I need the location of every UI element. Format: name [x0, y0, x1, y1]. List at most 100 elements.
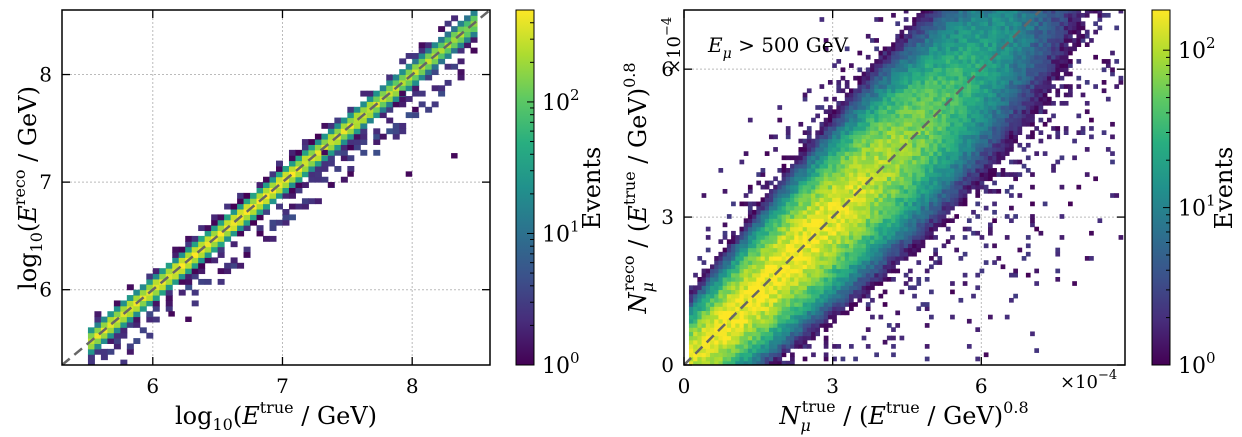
heatmap-cell — [815, 193, 821, 198]
heatmap-cell — [853, 239, 858, 244]
heatmap-cell — [874, 121, 879, 127]
heatmap-cell — [798, 285, 804, 291]
heatmap-cell — [992, 113, 997, 119]
heatmap-cell — [781, 318, 787, 324]
heatmap-cell — [983, 75, 989, 81]
heatmap-cell — [916, 29, 922, 35]
heatmap-cell — [865, 289, 871, 295]
heatmap-cell — [777, 168, 783, 173]
heatmap-cell — [412, 90, 420, 97]
heatmap-cell — [992, 12, 997, 18]
heatmap-cell — [954, 71, 960, 77]
heatmap-cell — [735, 356, 740, 362]
heatmap-cell — [992, 21, 997, 27]
heatmap-cell — [412, 74, 420, 81]
heatmap-cell — [954, 75, 960, 81]
heatmap-cell — [701, 327, 707, 332]
heatmap-cell — [773, 302, 778, 307]
heatmap-cell — [899, 188, 905, 194]
heatmap-cell — [870, 281, 875, 286]
heatmap-cell — [865, 71, 871, 77]
heatmap-cell — [882, 92, 888, 98]
heatmap-cell — [895, 50, 901, 56]
heatmap-cell — [857, 247, 863, 253]
heatmap-cell — [992, 168, 997, 173]
heatmap-cell — [760, 247, 766, 253]
heatmap-cell — [697, 285, 703, 291]
heatmap-cell — [912, 113, 917, 119]
heatmap-cell — [882, 63, 888, 68]
heatmap-cell — [844, 264, 850, 270]
heatmap-cell — [937, 134, 943, 140]
heatmap-cell — [777, 272, 783, 278]
heatmap-cell — [1017, 130, 1023, 135]
heatmap-cell — [747, 293, 753, 299]
heatmap-cell — [903, 163, 909, 169]
heatmap-cell — [1084, 10, 1090, 14]
heatmap-cell — [794, 155, 799, 161]
heatmap-cell — [697, 327, 703, 332]
heatmap-cell — [861, 184, 867, 190]
heatmap-cell — [217, 225, 225, 232]
heatmap-cell — [743, 344, 749, 349]
heatmap-cell — [288, 214, 296, 221]
heatmap-cell — [878, 230, 884, 236]
heatmap-cell — [882, 264, 888, 270]
heatmap-cell — [832, 168, 837, 173]
heatmap-cell — [827, 172, 833, 177]
heatmap-cell — [798, 306, 804, 312]
heatmap-cell — [966, 21, 972, 27]
heatmap-cell — [224, 214, 232, 221]
heatmap-cell — [743, 251, 749, 257]
heatmap-cell — [979, 29, 985, 35]
heatmap-cell — [798, 272, 804, 278]
heatmap-cell — [920, 302, 926, 307]
heatmap-cell — [929, 33, 934, 39]
heatmap-cell — [457, 42, 465, 49]
heatmap-cell — [996, 113, 1002, 119]
heatmap-cell — [425, 58, 433, 65]
heatmap-cell — [937, 214, 943, 219]
heatmap-cell — [954, 247, 960, 253]
heatmap-cell — [1017, 33, 1023, 39]
heatmap-cell — [773, 235, 778, 240]
heatmap-cell — [987, 109, 993, 115]
heatmap-cell — [773, 297, 778, 303]
heatmap-cell — [811, 218, 816, 224]
heatmap-cell — [230, 241, 238, 248]
heatmap-cell — [798, 344, 804, 349]
heatmap-cell — [832, 121, 837, 127]
heatmap-cell — [924, 138, 930, 144]
heatmap-cell — [853, 226, 858, 232]
heatmap-cell — [731, 289, 736, 295]
heatmap-cell — [929, 184, 934, 190]
heatmap-cell — [924, 88, 930, 94]
heatmap-cell — [714, 264, 719, 270]
heatmap-cell — [945, 126, 951, 131]
heatmap-cell — [752, 226, 757, 232]
heatmap-cell — [912, 214, 917, 219]
heatmap-cell — [790, 155, 795, 161]
heatmap-cell — [870, 256, 875, 261]
heatmap-cell — [1013, 130, 1018, 135]
heatmap-cell — [823, 293, 829, 299]
heatmap-cell — [907, 247, 913, 253]
heatmap-cell — [815, 209, 821, 215]
heatmap-cell — [857, 138, 863, 144]
heatmap-cell — [865, 109, 871, 115]
heatmap-cell — [941, 184, 947, 190]
heatmap-cell — [853, 264, 858, 270]
heatmap-cell — [1000, 54, 1006, 60]
heatmap-cell — [768, 285, 774, 291]
heatmap-cell — [230, 219, 238, 226]
heatmap-cell — [764, 318, 770, 324]
heatmap-cell — [1055, 17, 1061, 22]
heatmap-cell — [353, 122, 361, 129]
heatmap-cell — [975, 176, 981, 182]
heatmap-cell — [916, 172, 922, 177]
heatmap-cell — [907, 54, 913, 60]
heatmap-cell — [756, 218, 762, 224]
heatmap-cell — [907, 67, 913, 73]
heatmap-cell — [1093, 21, 1098, 27]
heatmap-cell — [886, 113, 892, 119]
